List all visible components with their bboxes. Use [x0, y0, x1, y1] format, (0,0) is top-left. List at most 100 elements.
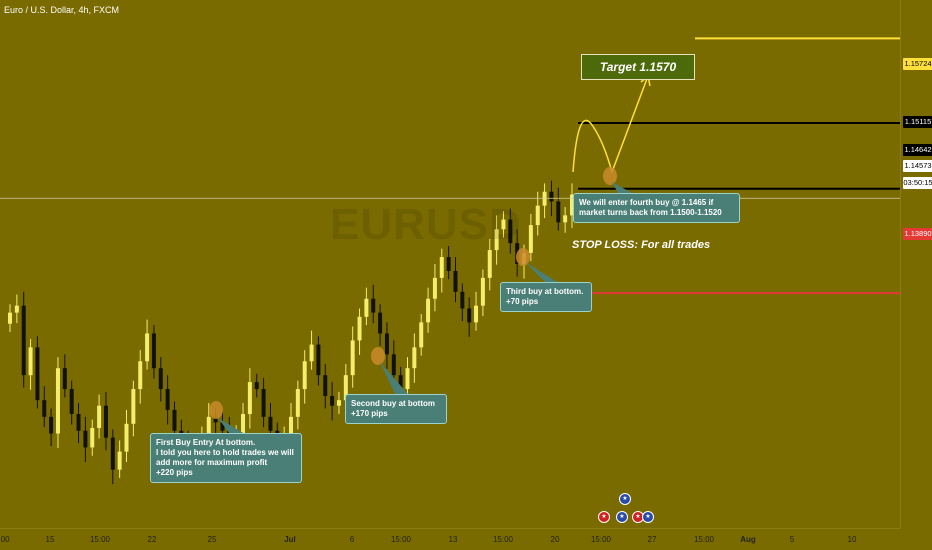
time-tick: 15:00	[590, 535, 612, 544]
candle-body	[508, 219, 513, 244]
time-tick: :00	[0, 535, 10, 544]
price-scale[interactable]: 1.15724 1.15115 1.14642 1.14573 03:50:15…	[900, 0, 932, 528]
time-tick: 15:00	[693, 535, 715, 544]
callout-fourth-buy[interactable]: We will enter fourth buy @ 1.1465 if mar…	[573, 193, 740, 223]
callout-line: add more for maximum profit	[156, 458, 268, 467]
time-tick: 13	[448, 535, 458, 544]
candle-body	[474, 305, 479, 323]
eu-flag-icon[interactable]: ★	[642, 511, 654, 523]
eu-flag-icon[interactable]: ★	[619, 493, 631, 505]
candle-body	[467, 308, 472, 323]
candle-body	[213, 416, 218, 423]
time-tick: 5	[789, 535, 795, 544]
callout-pointer	[380, 362, 408, 394]
time-tick: 20	[550, 535, 560, 544]
callout-pointer	[612, 182, 632, 193]
callout-first-buy[interactable]: First Buy Entry At bottom. I told you he…	[150, 433, 302, 483]
candle-body	[268, 416, 273, 431]
candle-body	[343, 375, 348, 401]
candle-body	[453, 270, 458, 292]
stop-loss-label[interactable]: STOP LOSS: For all trades	[572, 239, 711, 251]
candle-body	[131, 389, 136, 424]
candle-body	[69, 389, 74, 415]
time-tick: 22	[147, 535, 157, 544]
candle-body	[316, 344, 321, 376]
callout-line: First Buy Entry At bottom.	[156, 438, 256, 447]
price-label-resistance-high: 1.15115	[903, 116, 932, 128]
candle-body	[528, 225, 533, 253]
candle-body	[110, 437, 115, 470]
candle-body	[14, 305, 19, 313]
time-tick: Jul	[284, 535, 296, 544]
candle-body	[412, 347, 417, 369]
callout-line: Second buy at bottom	[351, 399, 435, 408]
time-tick: 15:00	[390, 535, 412, 544]
candle-body	[309, 344, 314, 362]
candle-body	[8, 312, 12, 324]
candle-body	[480, 277, 485, 306]
candle-body	[76, 414, 81, 431]
callout-third-buy[interactable]: Third buy at bottom. +70 pips	[500, 282, 592, 312]
candle-body	[336, 400, 341, 406]
candle-body	[97, 405, 102, 428]
candle-body	[494, 229, 499, 251]
eu-flag-icon[interactable]: ★	[616, 511, 628, 523]
candle-body	[241, 414, 246, 434]
candle-body	[172, 409, 177, 431]
candle-body	[460, 291, 465, 309]
candle-body	[364, 298, 369, 317]
callout-line: +170 pips	[351, 409, 388, 418]
candle-body	[28, 347, 33, 376]
time-tick: 10	[847, 535, 857, 544]
price-label-resistance-low: 1.14642	[903, 144, 932, 156]
candle-body	[90, 427, 95, 448]
callout-line: market turns back from 1.1500-1.1520	[579, 208, 722, 217]
candle-body	[432, 277, 437, 299]
candle-body	[563, 215, 568, 223]
candle-body	[446, 257, 451, 271]
plot-area[interactable]	[0, 0, 900, 528]
time-scale[interactable]: :00 15 15:00 22 25 Jul 6 15:00 13 15:00 …	[0, 528, 900, 550]
candle-body	[289, 416, 293, 438]
candle-body	[247, 382, 252, 415]
callout-second-buy[interactable]: Second buy at bottom +170 pips	[345, 394, 447, 424]
candle-body	[570, 194, 574, 216]
candle-body	[549, 191, 554, 202]
time-tick: 25	[207, 535, 217, 544]
us-flag-icon[interactable]: ★	[632, 511, 644, 523]
candle-body	[42, 400, 47, 417]
entry-marker	[516, 248, 530, 266]
candle-body	[439, 257, 444, 278]
entry-marker	[603, 167, 617, 185]
us-flag-icon[interactable]: ★	[598, 511, 610, 523]
time-tick: Aug	[740, 535, 756, 544]
callout-line: Third buy at bottom.	[506, 287, 584, 296]
candle-body	[206, 416, 211, 438]
candle-body	[254, 382, 259, 390]
price-label-stop: 1.13890	[903, 228, 932, 240]
candle-body	[165, 389, 170, 410]
candle-body	[357, 316, 362, 341]
symbol-watermark: EURUSD	[330, 200, 522, 249]
callout-line: +70 pips	[506, 297, 539, 306]
candle-body	[419, 322, 424, 348]
candle-body	[487, 250, 492, 278]
candle-body	[49, 416, 54, 434]
candle-body	[501, 219, 506, 230]
candle-body	[378, 312, 383, 334]
candle-body	[138, 361, 143, 390]
price-label-last: 1.14573	[903, 160, 932, 172]
target-label[interactable]: Target 1.1570	[581, 54, 695, 80]
time-tick: 15	[45, 535, 55, 544]
symbol-title: Euro / U.S. Dollar, 4h, FXCM	[4, 5, 120, 15]
entry-marker	[209, 401, 223, 419]
candle-body	[261, 389, 266, 417]
candle-body	[426, 298, 431, 323]
candle-body	[371, 298, 376, 313]
projection-arrow	[611, 75, 649, 173]
entry-marker	[371, 347, 385, 365]
candle-body	[391, 354, 396, 376]
candle-body	[145, 333, 150, 362]
candle-body	[350, 340, 355, 376]
